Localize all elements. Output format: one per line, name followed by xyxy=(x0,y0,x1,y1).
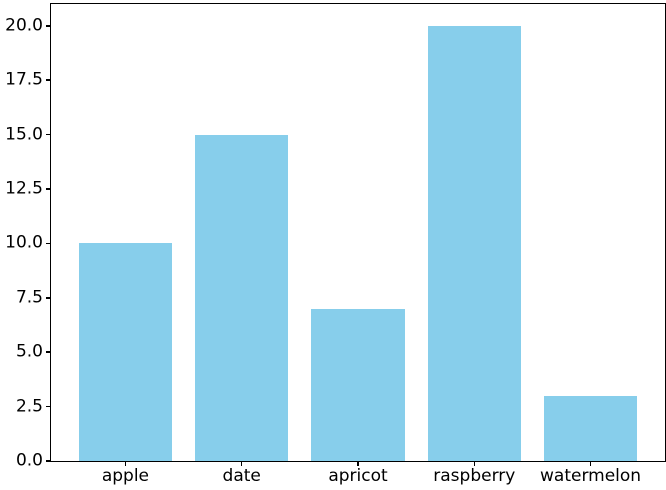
bars-group xyxy=(51,4,665,461)
y-tick-label-10.0: 10.0 xyxy=(5,232,43,253)
y-tick-mark xyxy=(46,405,50,408)
bar-date xyxy=(195,134,289,461)
plot-area xyxy=(50,3,666,462)
x-tick-label-date: date xyxy=(222,465,261,486)
bar-watermelon xyxy=(544,395,638,461)
y-tick-label-12.5: 12.5 xyxy=(5,178,43,199)
y-tick-mark xyxy=(46,79,50,81)
bar-apple xyxy=(78,243,172,461)
y-tick-label-15.0: 15.0 xyxy=(5,124,43,145)
bar-apricot xyxy=(311,308,405,461)
y-tick-mark xyxy=(46,460,50,462)
x-tick-mark xyxy=(240,462,243,466)
y-tick-label-17.5: 17.5 xyxy=(5,69,43,90)
x-tick-mark xyxy=(124,462,127,466)
y-tick-mark xyxy=(46,242,50,245)
bar-raspberry xyxy=(427,25,521,461)
x-tick-label-raspberry: raspberry xyxy=(433,465,516,486)
y-tick-label-5.0: 5.0 xyxy=(15,341,43,362)
x-tick-label-watermelon: watermelon xyxy=(540,465,642,486)
x-tick-mark xyxy=(589,462,592,466)
y-tick-mark xyxy=(46,133,50,136)
y-tick-mark xyxy=(46,25,50,27)
y-tick-mark xyxy=(46,188,50,190)
x-tick-label-apple: apple xyxy=(101,465,150,486)
y-tick-label-7.5: 7.5 xyxy=(15,287,43,308)
x-tick-label-apricot: apricot xyxy=(328,465,388,486)
y-tick-mark xyxy=(46,297,50,299)
y-tick-mark xyxy=(46,351,50,353)
x-tick-mark xyxy=(473,462,476,466)
y-tick-label-2.5: 2.5 xyxy=(15,396,43,417)
x-tick-mark xyxy=(357,462,359,466)
y-tick-label-0.0: 0.0 xyxy=(15,450,43,471)
y-tick-label-20.0: 20.0 xyxy=(5,15,43,36)
